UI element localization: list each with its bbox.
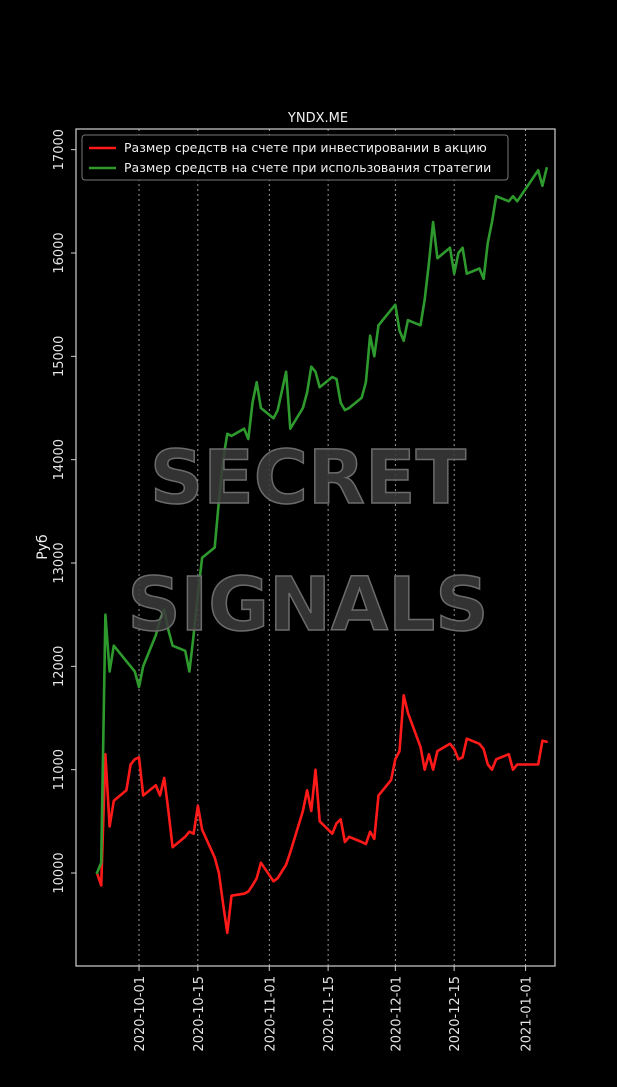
y-tick-label: 12000 (52, 646, 67, 687)
grid-lines (138, 129, 526, 966)
y-tick-label: 11000 (52, 749, 67, 790)
y-tick-label: 14000 (52, 439, 67, 480)
stock-line (95, 693, 548, 935)
y-tick-label: 13000 (52, 542, 67, 583)
legend: Размер средств на счете при инвестирован… (81, 134, 509, 181)
x-tick-label: 2020-12-01 (389, 976, 404, 1052)
x-tick-label: 2021-01-01 (520, 976, 535, 1052)
x-tick-label: 2020-10-01 (133, 976, 148, 1052)
strategy-line (95, 167, 548, 875)
watermark-line-1: SECRET (150, 435, 467, 521)
y-tick-label: 10000 (52, 852, 67, 893)
plot-frame (75, 128, 556, 967)
x-tick-label: 2020-11-15 (322, 976, 337, 1052)
y-axis-label: Руб (35, 534, 51, 559)
y-tick-label: 16000 (52, 232, 67, 273)
x-tick-label: 2020-11-01 (263, 976, 278, 1052)
y-tick-label: 17000 (52, 129, 67, 170)
y-tick-label: 15000 (52, 336, 67, 377)
series-lines (95, 167, 548, 935)
y-ticks: 10000 11000 12000 13000 14000 15000 16000 17000 (52, 129, 76, 894)
legend-label-strategy: Размер средств на счете при использовани… (124, 160, 491, 175)
legend-box (81, 134, 509, 181)
axes (75, 128, 556, 967)
watermark-line-2: SIGNALS (127, 562, 488, 648)
legend-label-stock: Размер средств на счете при инвестирован… (124, 140, 487, 155)
x-tick-label: 2020-10-15 (192, 976, 207, 1052)
x-ticks: 2020-10-01 2020-10-15 2020-11-01 2020-11-15… (133, 966, 535, 1052)
chart-title: YNDX.ME (287, 111, 348, 126)
x-tick-label: 2020-12-15 (448, 976, 463, 1052)
